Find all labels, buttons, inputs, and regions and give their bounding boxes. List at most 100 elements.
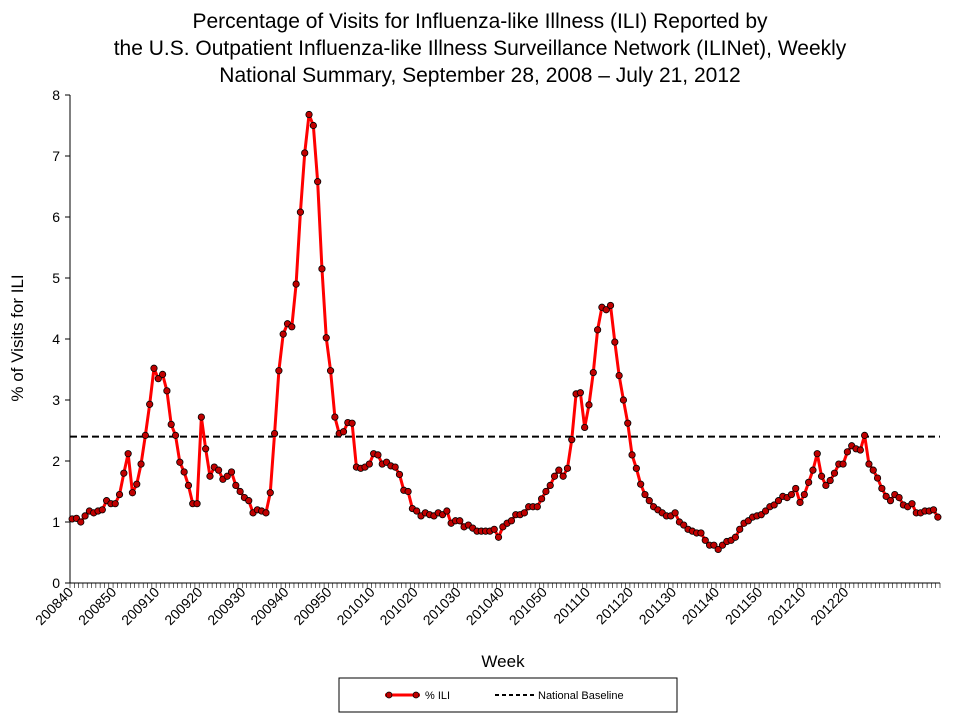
- ili-data-point: [443, 507, 451, 515]
- ili-data-point: [214, 466, 223, 474]
- ili-data-point: [141, 431, 149, 439]
- ili-data-point: [533, 503, 541, 511]
- ili-data-point: [270, 429, 279, 438]
- ili-data-point: [236, 487, 244, 496]
- ili-data-point: [882, 492, 890, 500]
- ili-data-point: [680, 521, 688, 529]
- y-tick-label: 5: [52, 270, 60, 286]
- ili-data-point: [167, 420, 175, 428]
- ili-data-point: [710, 541, 718, 549]
- ili-data-point: [288, 323, 296, 331]
- ili-data-point: [839, 460, 847, 468]
- ili-data-point: [232, 481, 240, 489]
- ili-data-point: [301, 149, 309, 157]
- ili-data-point: [645, 497, 653, 505]
- ili-data-point: [555, 466, 563, 474]
- ili-data-point: [227, 468, 236, 476]
- ili-data-point: [339, 428, 348, 436]
- ili-data-point: [365, 460, 373, 468]
- ili-data-point: [404, 487, 412, 496]
- chart-title-line-3: National Summary, September 28, 2008 – J…: [219, 64, 741, 87]
- ili-data-point: [593, 326, 602, 334]
- ili-data-point: [163, 387, 171, 395]
- x-tick-label: 201210: [764, 584, 808, 628]
- ili-data-point: [606, 301, 615, 310]
- ili-data-point: [305, 110, 313, 119]
- x-tick-label: 201220: [807, 584, 851, 628]
- ili-data-point: [817, 472, 826, 480]
- chart-title-line-1: Percentage of Visits for Influenza-like …: [192, 10, 768, 33]
- ili-data-point: [154, 375, 162, 383]
- x-tick-label: 200850: [75, 584, 119, 628]
- ili-data-point: [146, 400, 154, 408]
- ili-data-point: [245, 497, 253, 505]
- ili-data-point: [318, 265, 326, 273]
- ili-data-point: [456, 517, 464, 525]
- ili-data-point: [206, 472, 214, 480]
- x-axis: 2008402008502009102009202009302009402009…: [32, 582, 941, 628]
- chart-title: Percentage of Visits for Influenza-like …: [0, 8, 960, 89]
- ili-data-point: [805, 478, 813, 486]
- ili-data-point: [262, 509, 270, 517]
- ili-data-point: [314, 178, 322, 186]
- x-tick-label: 200950: [290, 584, 334, 628]
- ili-data-point: [309, 121, 317, 130]
- ili-data-point: [563, 464, 572, 472]
- legend-ili-label: % ILI: [425, 690, 450, 702]
- ili-data-point: [292, 280, 300, 288]
- ili-data-point: [865, 460, 873, 468]
- y-tick-label: 2: [52, 453, 60, 469]
- x-tick-label: 201010: [333, 584, 377, 628]
- ili-data-point: [520, 509, 528, 517]
- ili-data-point: [619, 396, 628, 404]
- ili-data-point: [869, 466, 877, 474]
- ili-data-point: [128, 489, 137, 497]
- ili-data-point: [171, 431, 180, 439]
- ili-data-point: [542, 487, 550, 496]
- x-tick-label: 201120: [593, 584, 637, 628]
- ili-data-point: [331, 413, 339, 421]
- ili-data-point: [296, 208, 305, 216]
- ili-data-point: [774, 497, 783, 505]
- ili-data-point: [602, 306, 610, 314]
- ili-data-point: [822, 481, 830, 489]
- ili-data-point: [761, 507, 770, 515]
- x-tick-label: 201030: [420, 584, 464, 628]
- y-axis: 0 1 2 3 4 5 6 7 8: [52, 87, 71, 591]
- ili-data-point: [202, 445, 210, 453]
- ili-data-point: [150, 364, 158, 372]
- ili-data-point: [176, 458, 184, 466]
- ili-data-point: [77, 518, 85, 526]
- ili-data-point: [701, 536, 709, 544]
- ili-data-point: [124, 450, 132, 458]
- x-tick-label: 201140: [679, 584, 723, 628]
- y-tick-label: 0: [52, 575, 60, 591]
- ili-data-point: [800, 490, 808, 499]
- ili-data-point: [374, 451, 382, 459]
- ili-data-point: [861, 431, 869, 439]
- ili-data-point: [641, 490, 649, 499]
- ili-data-point: [628, 451, 636, 459]
- ili-data-point: [792, 484, 800, 493]
- ili-data-point: [908, 500, 916, 508]
- x-tick-label: 201020: [376, 584, 420, 628]
- ili-data-point: [111, 500, 119, 508]
- legend-baseline-label: National Baseline: [538, 690, 624, 702]
- x-tick-label: 200940: [247, 584, 291, 628]
- ili-data-point: [322, 334, 330, 342]
- plot-area: [68, 110, 942, 554]
- legend: % ILI National Baseline: [338, 677, 678, 713]
- x-tick-label: 200920: [161, 584, 205, 628]
- x-tick-label: 200910: [118, 584, 162, 628]
- ili-data-point: [585, 401, 593, 409]
- ili-data-point: [671, 509, 679, 517]
- legend-ili-marker-left: [385, 691, 393, 699]
- x-tick-label: 201110: [550, 584, 593, 627]
- x-tick-label: 201040: [463, 584, 507, 628]
- ili-data-point: [830, 469, 839, 477]
- ili-data-point: [184, 481, 193, 489]
- x-tick-label: 201050: [506, 584, 550, 628]
- ili-data-point: [697, 529, 705, 537]
- ili-data-point: [550, 472, 559, 480]
- ili-data-point: [133, 480, 141, 488]
